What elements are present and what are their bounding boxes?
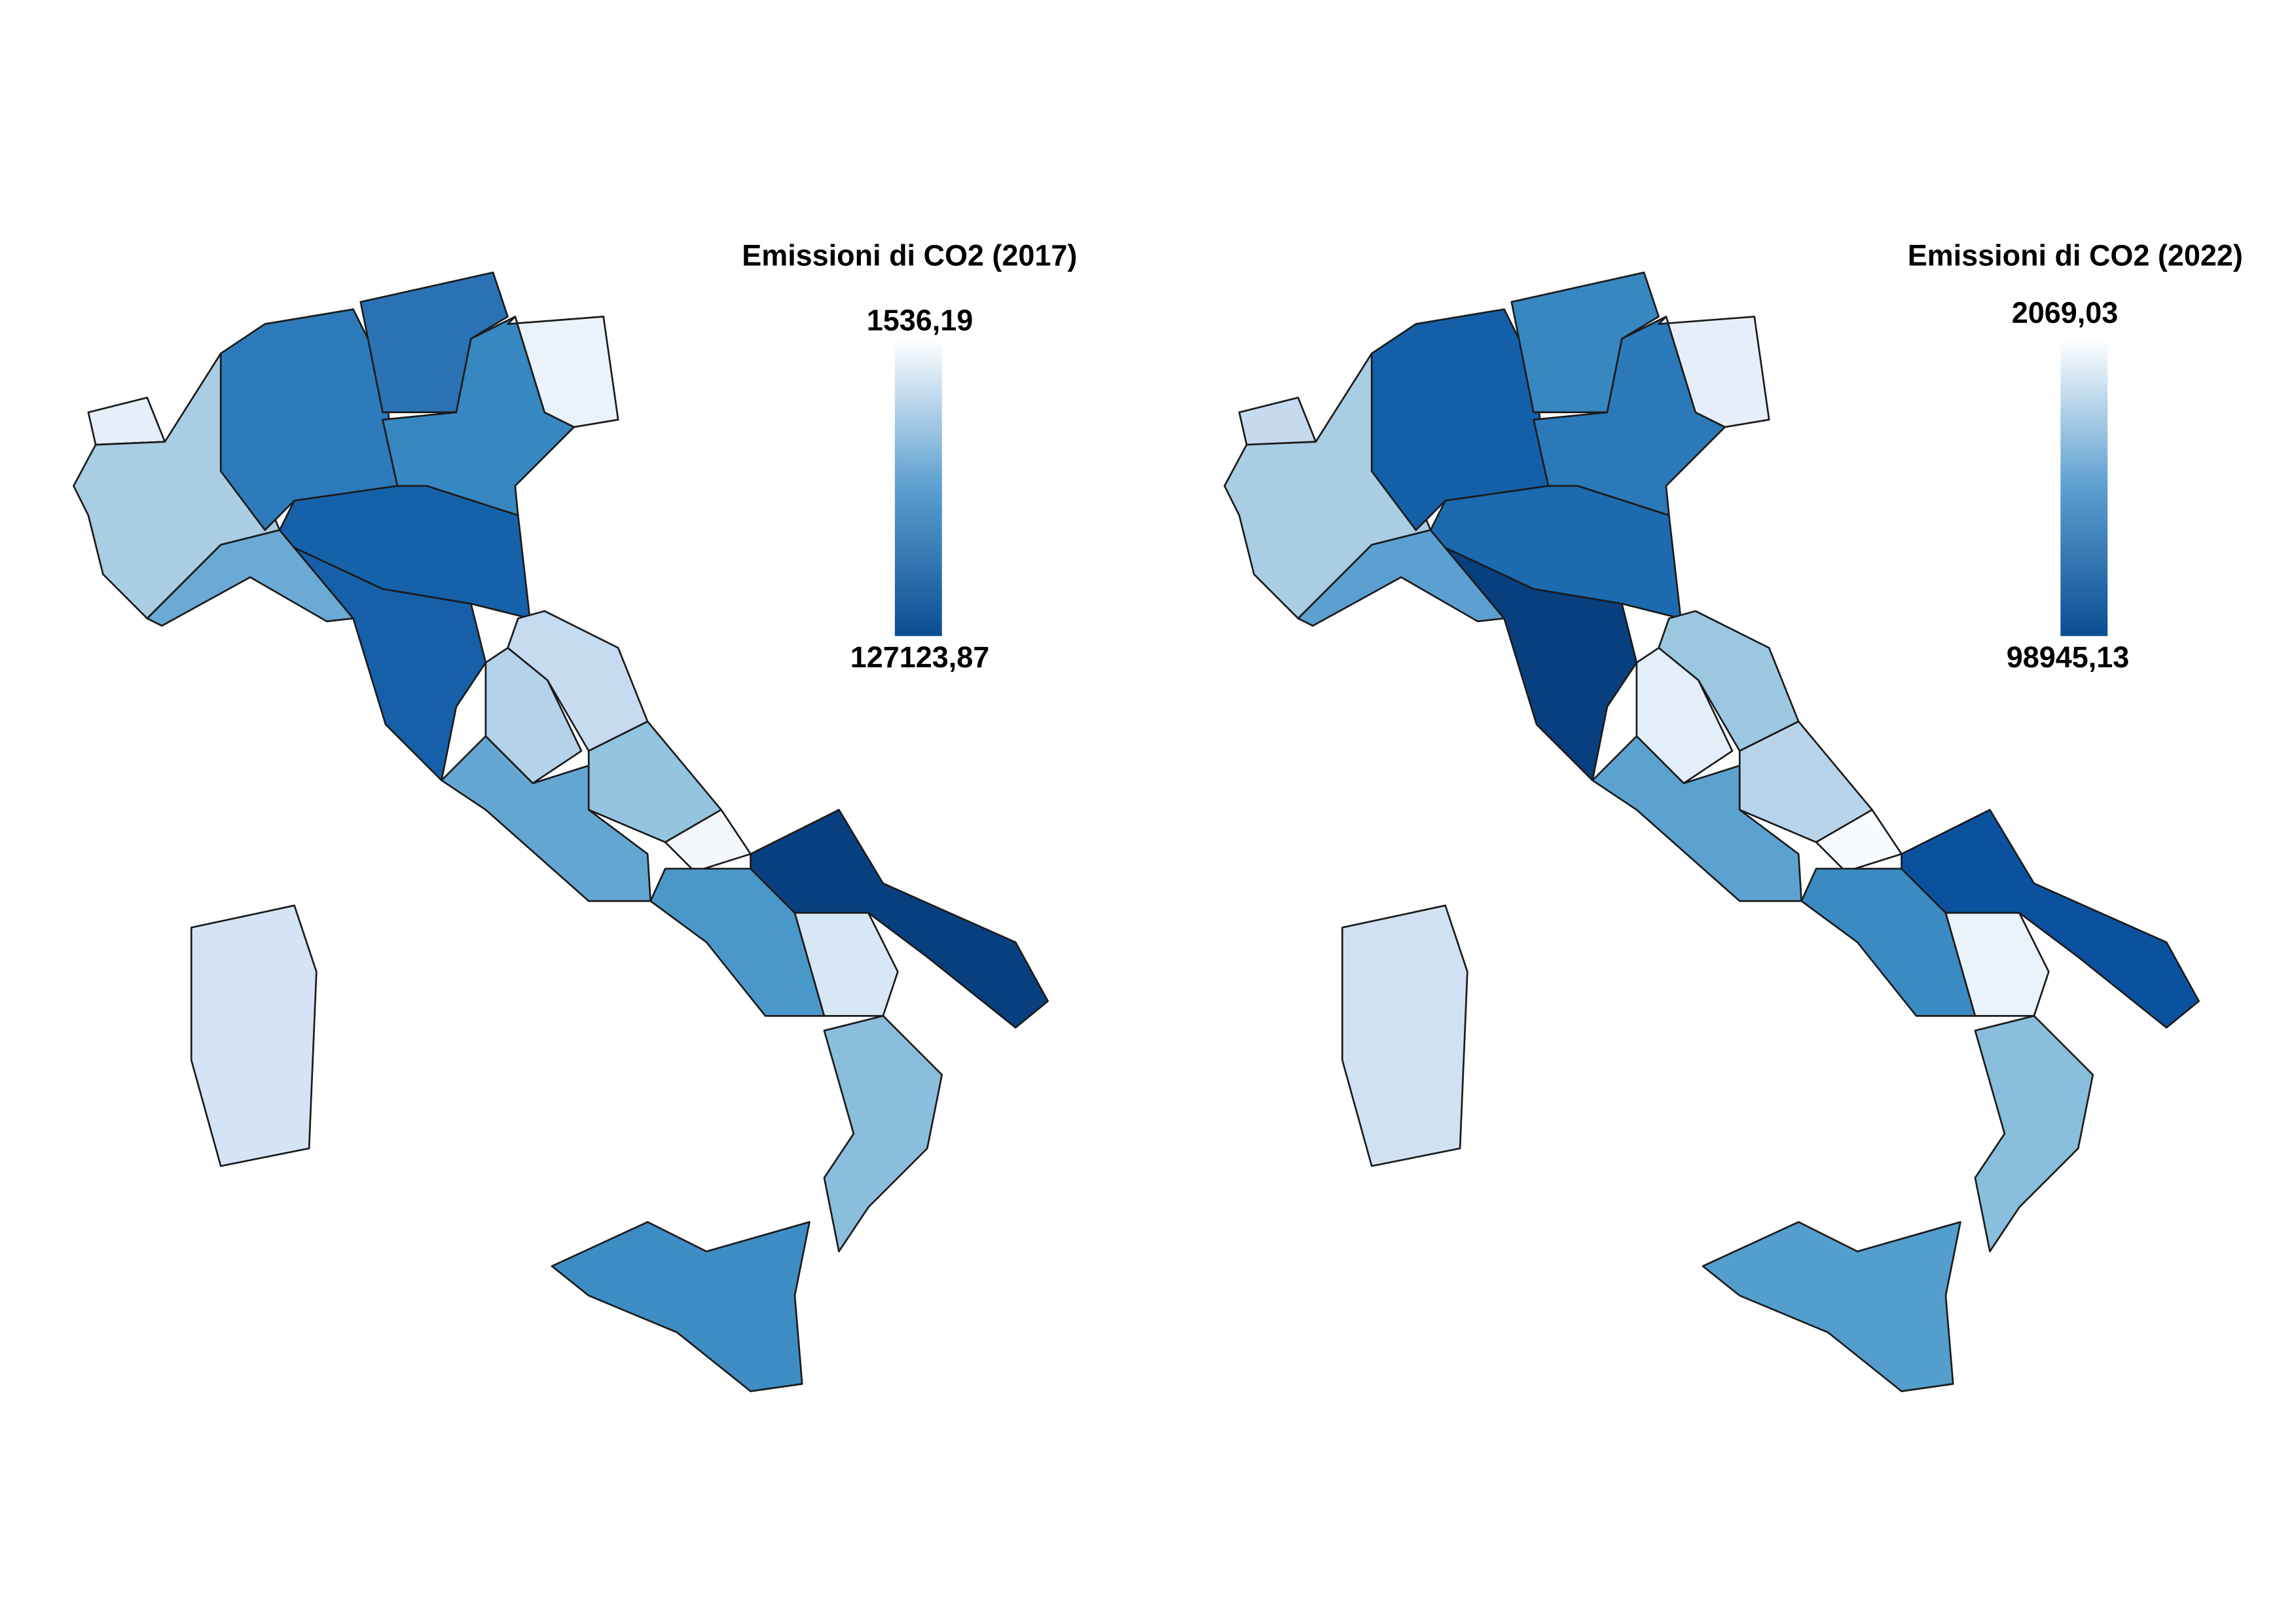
color-bar: [894, 339, 942, 637]
color-bar: [2060, 339, 2108, 637]
legend-top-label: 1536,19: [867, 303, 974, 337]
region: [1944, 912, 2050, 1017]
region: [1444, 547, 1638, 782]
legend-bottom-label: 127123,87: [850, 640, 989, 674]
region: [1658, 316, 1770, 428]
legend-top-label: 2069,03: [2012, 296, 2119, 329]
region: [87, 396, 166, 446]
region: [507, 316, 619, 428]
region: [793, 912, 899, 1017]
map-2017: [73, 271, 1049, 1392]
region: [551, 1221, 811, 1392]
legend-2017: Emissioni di CO2 (2017) 1536,19 127123,8…: [742, 238, 1077, 674]
region: [823, 1015, 943, 1253]
region: [441, 735, 651, 902]
map-title: Emissioni di CO2 (2022): [1908, 238, 2243, 272]
region: [750, 809, 1049, 1029]
region: [1238, 396, 1317, 446]
region: [1974, 1015, 2094, 1253]
legend-bottom-label: 98945,13: [2007, 640, 2130, 674]
region: [1702, 1221, 1961, 1392]
legend-2022: Emissioni di CO2 (2022) 2069,03 98945,13: [1908, 238, 2243, 674]
region: [1341, 904, 1468, 1168]
region: [1901, 809, 2200, 1029]
region: [190, 904, 318, 1168]
region: [1592, 735, 1802, 902]
map-2022: [1224, 271, 2200, 1392]
map-title: Emissioni di CO2 (2017): [742, 238, 1077, 272]
region: [293, 547, 487, 782]
